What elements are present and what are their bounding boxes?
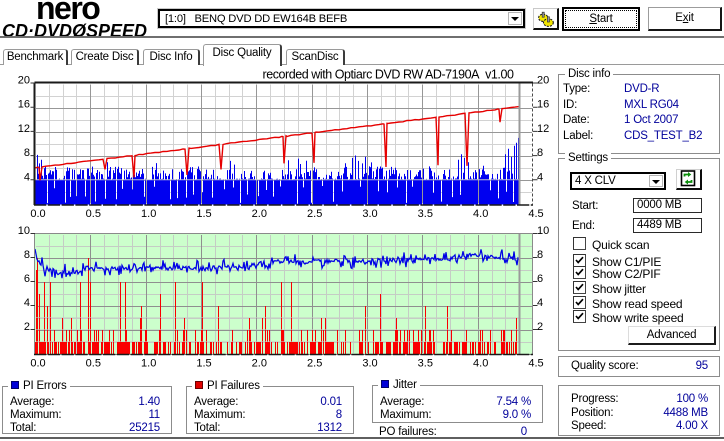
svg-text:20: 20 (537, 75, 549, 87)
svg-text:6: 6 (24, 273, 30, 285)
svg-text:16: 16 (18, 99, 30, 111)
svg-text:3.5: 3.5 (418, 208, 433, 220)
svg-text:2: 2 (537, 321, 543, 333)
svg-text:8: 8 (24, 147, 30, 159)
svg-text:1.0: 1.0 (141, 358, 156, 370)
svg-text:1.0: 1.0 (141, 208, 156, 220)
svg-text:10: 10 (537, 225, 549, 237)
svg-text:3.5: 3.5 (418, 358, 433, 370)
svg-text:4.0: 4.0 (473, 358, 488, 370)
svg-text:12: 12 (537, 123, 549, 135)
svg-text:recorded with Optiarc DVD RW A: recorded with Optiarc DVD RW AD-7190A v1… (263, 68, 514, 82)
svg-text:0.0: 0.0 (30, 358, 45, 370)
svg-text:8: 8 (537, 249, 543, 261)
svg-text:2.0: 2.0 (252, 358, 267, 370)
svg-text:4.5: 4.5 (528, 358, 543, 370)
svg-text:4: 4 (24, 297, 30, 309)
svg-text:2.5: 2.5 (307, 208, 322, 220)
svg-text:16: 16 (537, 99, 549, 111)
svg-text:0.5: 0.5 (86, 358, 101, 370)
svg-text:1.5: 1.5 (196, 208, 211, 220)
svg-text:10: 10 (18, 225, 30, 237)
svg-text:8: 8 (537, 147, 543, 159)
svg-text:4.5: 4.5 (528, 208, 543, 220)
svg-text:8: 8 (24, 249, 30, 261)
svg-text:4: 4 (537, 297, 543, 309)
svg-text:2.0: 2.0 (252, 208, 267, 220)
svg-text:1.5: 1.5 (196, 358, 211, 370)
svg-text:4: 4 (24, 171, 30, 183)
svg-text:0.5: 0.5 (86, 208, 101, 220)
svg-text:20: 20 (18, 75, 30, 87)
svg-text:3.0: 3.0 (362, 208, 377, 220)
svg-text:4: 4 (537, 171, 543, 183)
svg-text:3.0: 3.0 (362, 358, 377, 370)
svg-text:0.0: 0.0 (30, 208, 45, 220)
svg-text:2: 2 (24, 321, 30, 333)
svg-text:2.5: 2.5 (307, 358, 322, 370)
svg-text:12: 12 (18, 123, 30, 135)
svg-text:4.0: 4.0 (473, 208, 488, 220)
svg-text:6: 6 (537, 273, 543, 285)
